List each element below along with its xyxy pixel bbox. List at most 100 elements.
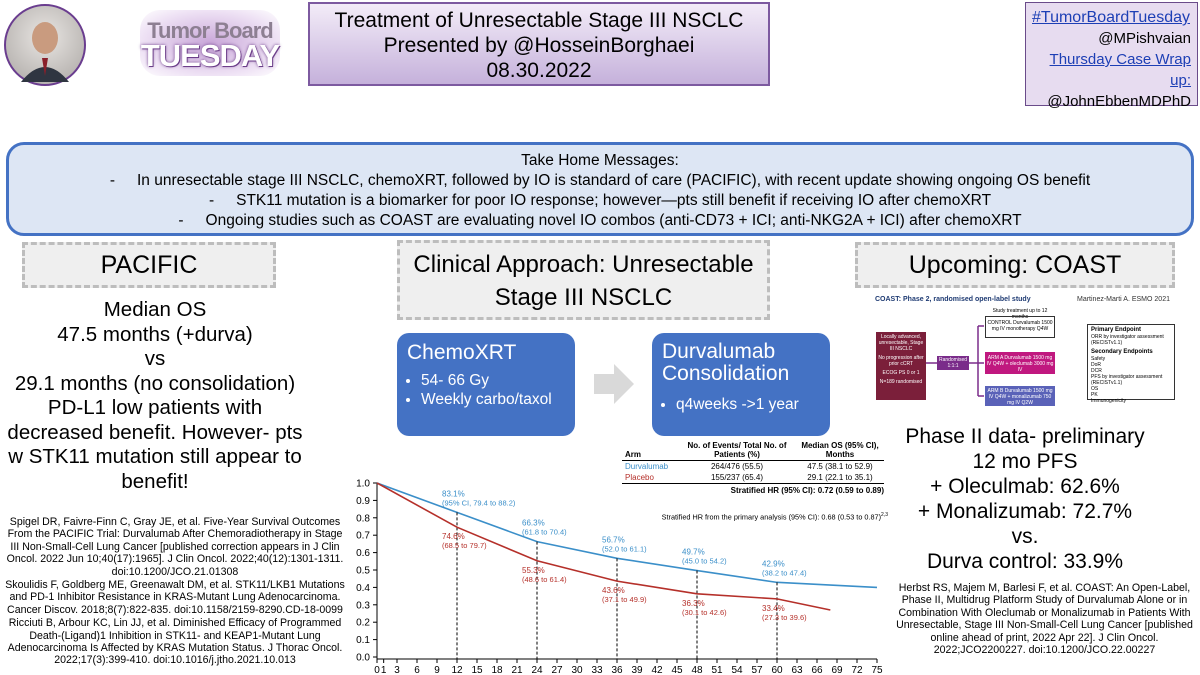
y-tick-label: 0.3 <box>356 600 370 611</box>
landmark-ci: (48.6 to 61.4) <box>522 575 567 584</box>
arm-box: CONTROL Durvalumab 1500 mg IV monotherap… <box>985 316 1055 338</box>
title-line: Treatment of Unresectable Stage III NSCL… <box>334 9 744 32</box>
x-tick-label: 39 <box>631 665 643 675</box>
x-tick-label: 60 <box>771 665 783 675</box>
take-home-heading: Take Home Messages: <box>521 152 679 169</box>
reference: Ricciuti B, Arbour KC, Lin JJ, et al. Di… <box>7 617 343 667</box>
endpoint: Safety <box>1091 356 1106 362</box>
hr-text: Stratified HR (95% CI): 0.72 (0.59 to 0.… <box>730 486 884 495</box>
step-bullets: 54- 66 Gy Weekly carbo/taxol <box>407 371 565 409</box>
table-header: Arm No. of Events/ Total No. of Patients… <box>622 440 884 461</box>
header-cell: Arm <box>625 450 642 459</box>
step-title: Durvalumab Consolidation <box>662 340 790 385</box>
step-bullet: q4weeks ->1 year <box>676 395 820 414</box>
step-bullet: 54- 66 Gy <box>421 371 565 390</box>
x-tick-label: 54 <box>731 665 743 675</box>
landmark-ci: (52.0 to 61.1) <box>602 544 647 553</box>
landmark-ci: (45.0 to 54.2) <box>682 557 727 566</box>
x-tick-label: 27 <box>551 665 563 675</box>
header-cell: No. of Events/ Total No. of Patients (%) <box>687 441 787 459</box>
y-tick-label: 1.0 <box>356 479 370 490</box>
endpoint: OS <box>1091 386 1099 392</box>
result-line: + Monalizumab: 72.7% <box>917 500 1133 523</box>
result-line: Phase II data- preliminary <box>905 425 1145 448</box>
section-heading: Clinical Approach: Unresectable Stage II… <box>397 240 770 320</box>
survival-curve <box>376 482 831 611</box>
table-cell: 264/476 (55.5) <box>710 462 764 471</box>
table-cell: 155/237 (65.4) <box>710 473 764 482</box>
table-row: Placebo 155/237 (65.4) 29.1 (22.1 to 35.… <box>622 472 884 484</box>
x-tick-label: 66 <box>811 665 823 675</box>
randomised-box: Randomised 1:1:1 <box>937 356 969 370</box>
x-tick-label: 0 <box>374 665 380 675</box>
table-cell: 47.5 (38.1 to 52.9) <box>807 462 873 471</box>
section-heading: PACIFIC <box>22 242 276 288</box>
x-tick-label: 33 <box>591 665 603 675</box>
x-tick-label: 9 <box>434 665 440 675</box>
y-tick-label: 0.5 <box>356 566 370 577</box>
coast-figure: COAST: Phase 2, randomised open-label st… <box>873 294 1177 406</box>
landmark-value: 33.4% <box>762 604 785 613</box>
x-tick-label: 15 <box>471 665 483 675</box>
y-tick-label: 0.7 <box>356 531 370 542</box>
table-cell: 29.1 (22.1 to 35.1) <box>807 473 873 482</box>
endpoint: PFS by investigator assessment (RECISTv1… <box>1091 374 1163 386</box>
step-box: ChemoXRT 54- 66 Gy Weekly carbo/taxol <box>397 333 575 436</box>
hashtag: #TumorBoardTuesday <box>1032 9 1190 26</box>
hr-primary-text: Stratified HR from the primary analysis … <box>661 512 882 522</box>
table: Arm No. of Events/ Total No. of Patients… <box>622 440 884 484</box>
landmark-ci: (95% CI, 79.4 to 88.2) <box>442 498 516 507</box>
y-tick-label: 0.6 <box>356 548 370 559</box>
take-home-box: Take Home Messages: - In unresectable sta… <box>6 142 1194 236</box>
y-tick-label: 0.2 <box>356 618 370 629</box>
endpoint: ORR by investigator assessment (RECISTv1… <box>1091 334 1164 346</box>
y-tick-label: 0.0 <box>356 653 370 664</box>
figure-title: COAST: Phase 2, randomised open-label st… <box>875 296 1031 303</box>
title-box: Treatment of Unresectable Stage III NSCL… <box>308 2 770 86</box>
y-tick-label: 0.9 <box>356 496 370 507</box>
x-tick-label: 72 <box>851 665 863 675</box>
step-bullet: Weekly carbo/taxol <box>421 390 565 409</box>
take-home-item: - STK11 mutation is a biomarker for poor … <box>208 192 992 209</box>
flow-lines <box>926 325 984 397</box>
arm-cell: Durvalumab <box>625 462 669 471</box>
step-bullets: q4weeks ->1 year <box>662 395 820 414</box>
landmark-ci: (37.1 to 49.9) <box>602 595 647 604</box>
x-tick-label: 24 <box>531 665 543 675</box>
step-box: Durvalumab Consolidation q4weeks ->1 yea… <box>652 333 830 436</box>
logo-line: TUESDAY <box>140 38 280 73</box>
handle: @MPishvaian <box>1098 30 1191 47</box>
endpoints-box: Primary Endpoint ORR by investigator ass… <box>1087 324 1175 404</box>
x-tick-label: 18 <box>491 665 503 675</box>
x-tick-label: 3 <box>394 665 400 675</box>
x-tick-label: 45 <box>671 665 683 675</box>
social-box: #TumorBoardTuesday @MPishvaian Thursday … <box>1025 2 1198 110</box>
population-box: Locally advanced, unresectable, Stage II… <box>876 332 926 400</box>
summary-line: vs <box>144 347 166 370</box>
population-line: No progression after prior cCRT <box>878 355 924 367</box>
arm-box: ARM A Durvalumab 1500 mg IV Q4W + oleclu… <box>985 352 1055 374</box>
y-tick-label: 0.1 <box>356 635 370 646</box>
coast-results: Phase II data- preliminary 12 mo PFS + O… <box>880 424 1170 574</box>
x-tick-label: 75 <box>871 665 883 675</box>
landmark-value: 49.7% <box>682 548 705 557</box>
coast-reference: Herbst RS, Majem M, Barlesi F, et al. CO… <box>896 582 1193 657</box>
endpoint-heading: Primary Endpoint <box>1091 327 1142 333</box>
landmark-value: 43.6% <box>602 586 625 595</box>
x-tick-label: 42 <box>651 665 663 675</box>
x-tick-label: 57 <box>751 665 763 675</box>
hr-primary: Stratified HR from the primary analysis … <box>568 512 888 521</box>
x-tick-label: 63 <box>791 665 803 675</box>
take-home-text: STK11 mutation is a biomarker for poor I… <box>236 192 992 209</box>
landmark-ci: (27.3 to 39.6) <box>762 613 807 622</box>
pacific-references: Spigel DR, Faivre-Finn C, Gray JE, et al… <box>4 516 346 668</box>
landmark-ci: (61.8 to 70.4) <box>522 528 567 537</box>
y-tick-label: 0.8 <box>356 513 370 524</box>
section-heading: Upcoming: COAST <box>855 242 1175 288</box>
x-tick-label: 36 <box>611 665 623 675</box>
landmark-value: 36.3% <box>682 599 705 608</box>
summary-line: 29.1 months (no consolidation) <box>14 371 296 395</box>
figure-source: Martinez-Marti A. ESMO 2021 <box>1077 296 1170 303</box>
x-tick-label: 21 <box>511 665 523 675</box>
